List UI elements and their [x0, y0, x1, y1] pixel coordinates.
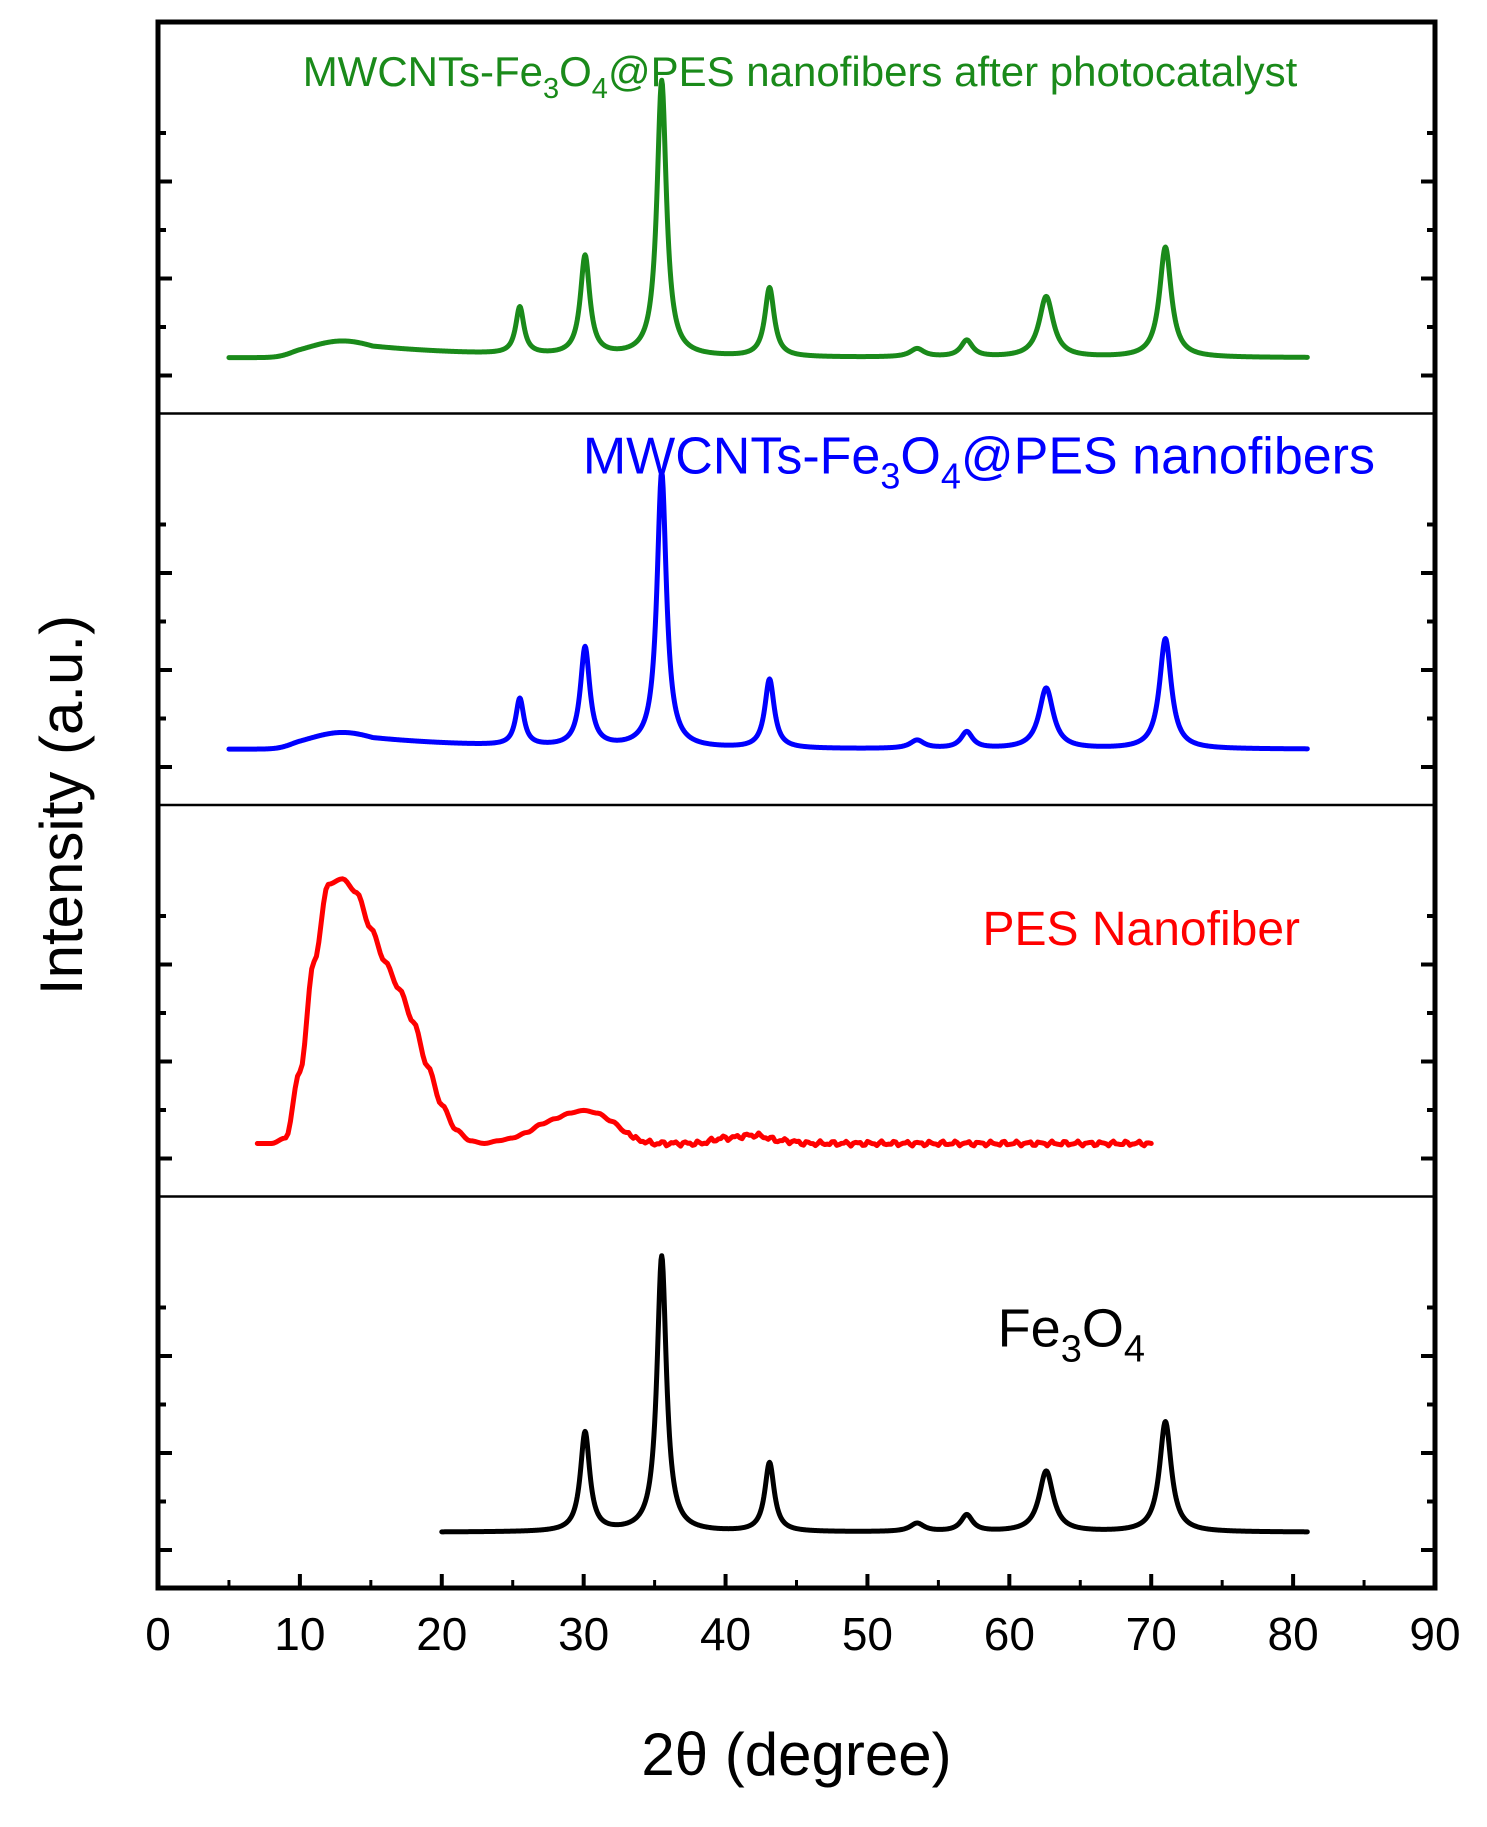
- x-tick-label: 10: [274, 1608, 325, 1660]
- x-tick-label: 90: [1409, 1608, 1460, 1660]
- x-axis-label: 2θ (degree): [641, 1721, 951, 1788]
- x-tick-label: 50: [842, 1608, 893, 1660]
- x-tick-label: 60: [984, 1608, 1035, 1660]
- x-tick-label: 70: [1126, 1608, 1177, 1660]
- x-tick-label: 80: [1268, 1608, 1319, 1660]
- x-tick-label: 0: [145, 1608, 171, 1660]
- series-line-fe3o4: [439, 1253, 1310, 1535]
- plot-frame: [155, 19, 1438, 1591]
- x-tick-label: 40: [700, 1608, 751, 1660]
- y-axis-label: Intensity (a.u.): [28, 615, 95, 995]
- x-tick-label: 20: [416, 1608, 467, 1660]
- series-label-mwcnt: MWCNTs-Fe3O4@PES nanofibers: [583, 428, 1375, 497]
- series-labels: MWCNTs-Fe3O4@PES nanofibers after photoc…: [303, 48, 1375, 1371]
- series-line-mwcnt: [226, 469, 1310, 752]
- series-line-pes: [254, 876, 1154, 1149]
- x-tick-labels: 0 10 20 30 40 50 60 70 80 90: [145, 1608, 1460, 1660]
- series-label-fe3o4: Fe3O4: [998, 1299, 1145, 1371]
- series-lines: [226, 77, 1310, 1535]
- series-line-mwcnt-after: [226, 77, 1310, 361]
- series-label-mwcnt-after: MWCNTs-Fe3O4@PES nanofibers after photoc…: [303, 48, 1298, 105]
- x-tick-label: 30: [558, 1608, 609, 1660]
- series-label-pes: PES Nanofiber: [982, 903, 1300, 956]
- panel-dividers: [158, 412, 1435, 1198]
